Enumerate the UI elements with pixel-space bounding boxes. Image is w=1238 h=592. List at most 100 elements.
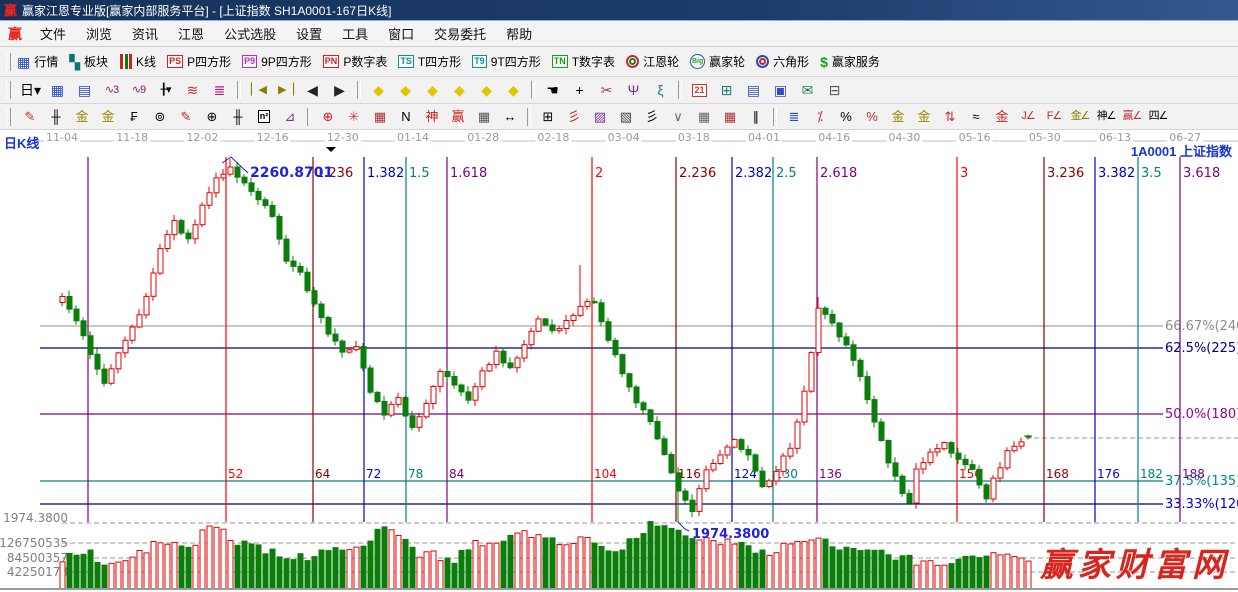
star-grid-tool[interactable]: ✳ — [342, 107, 366, 127]
j-angle-tool[interactable]: J∠ — [1016, 107, 1040, 127]
four-angle-tool[interactable]: 四∠ — [1146, 107, 1170, 127]
gann-arrow-star-button[interactable]: ◆ — [474, 80, 499, 101]
p9-square-button[interactable]: P9 9P四方形 — [242, 53, 312, 70]
pencil-tool[interactable]: ✎ — [18, 107, 42, 127]
menu-item[interactable]: 江恩 — [178, 27, 205, 42]
ticks-tool[interactable]: ╫ — [226, 107, 250, 127]
ratio-lines-tool[interactable]: ≣ — [782, 107, 806, 127]
menu-item[interactable]: 设置 — [296, 27, 323, 42]
t-number-button[interactable]: TN T数字表 — [551, 53, 615, 70]
gann-circle-tool[interactable]: ⊕ — [200, 107, 224, 127]
red-pencil-tool[interactable]: ✎ — [174, 107, 198, 127]
grid-123-tool[interactable]: ▦ — [472, 107, 496, 127]
gann-arrow-lr-button[interactable]: ◆ — [420, 80, 445, 101]
updown-tool[interactable]: ⇅ — [938, 107, 962, 127]
win-angle-tool[interactable]: 赢∠ — [1120, 107, 1144, 127]
kline-button[interactable]: K线 — [119, 53, 156, 70]
menu-item[interactable]: 浏览 — [86, 27, 113, 42]
box-shade-tool[interactable]: ▧ — [614, 107, 638, 127]
prev-button[interactable]: ◀ — [300, 80, 325, 101]
gann-ticks-tool[interactable]: ╫ — [44, 107, 68, 127]
gold-angle-tool[interactable]: 金∠ — [1068, 107, 1092, 127]
info-window-button[interactable]: ▤ — [72, 80, 97, 101]
p-square-button[interactable]: PS P四方形 — [167, 53, 231, 70]
calendar-button[interactable]: 21 — [687, 80, 712, 101]
gann-arrow-all-button[interactable]: ◆ — [501, 80, 526, 101]
percent-line-tool[interactable]: % — [860, 107, 884, 127]
square-grid-tool[interactable]: ▦ — [368, 107, 392, 127]
hand-tool-button[interactable]: ☚ — [540, 80, 565, 101]
t-square-button[interactable]: TS T四方形 — [398, 53, 461, 70]
crosshair-button[interactable]: + — [567, 80, 592, 101]
percent-slash-tool[interactable]: ⁒ — [808, 107, 832, 127]
p-number-button[interactable]: PN P数字表 — [322, 53, 387, 70]
toolbar-drag-handle[interactable] — [6, 107, 11, 126]
fan-red-tool[interactable]: 彡 — [562, 107, 586, 127]
box-purple-tool[interactable]: ▨ — [588, 107, 612, 127]
pattern-brush-button[interactable]: ξ — [648, 80, 673, 101]
gold-ticks2-tool[interactable]: 金 — [96, 107, 120, 127]
last-page-button[interactable]: ▶▕ — [273, 80, 298, 101]
mail-button[interactable]: ✉ — [795, 80, 820, 101]
gann-wheel-button[interactable]: 江恩轮 — [626, 53, 679, 70]
toolbar-drag-handle[interactable] — [6, 52, 11, 71]
gann-arrow-right-button[interactable]: ◆ — [393, 80, 418, 101]
menu-item[interactable]: 窗口 — [388, 27, 415, 42]
indicator-button[interactable]: ≋ — [180, 80, 205, 101]
gold-circle-tool[interactable]: 金 — [886, 107, 910, 127]
menu-item[interactable]: 交易委托 — [434, 27, 487, 42]
menu-item[interactable]: 公式选股 — [224, 27, 277, 42]
fib-ticks-tool[interactable]: ₣ — [122, 107, 146, 127]
grid-red-tool[interactable]: ▦ — [718, 107, 742, 127]
svg-text:124: 124 — [734, 467, 757, 481]
spiral-tool[interactable]: ⊚ — [148, 107, 172, 127]
span-tool[interactable]: ↔ — [498, 107, 522, 127]
calculator-button[interactable]: ⊞ — [714, 80, 739, 101]
grid-tool[interactable]: ▦ — [692, 107, 716, 127]
parallel-tool[interactable]: ∥ — [744, 107, 768, 127]
wave-3-button[interactable]: ∿3 — [99, 80, 124, 101]
wave-band-tool[interactable]: ≈ — [964, 107, 988, 127]
wave-9-button[interactable]: ∿9 — [126, 80, 151, 101]
period-day-button[interactable]: 日▾ — [18, 80, 43, 101]
pattern-window-button[interactable]: ▦ — [45, 80, 70, 101]
angle-flag-tool[interactable]: ⊿ — [278, 107, 302, 127]
gold-line-tool[interactable]: 金 — [912, 107, 936, 127]
winner-wheel-button[interactable]: Big 赢家轮 — [690, 53, 745, 70]
notes-button[interactable]: ▤ — [741, 80, 766, 101]
n2-tool[interactable]: n² — [252, 107, 276, 127]
winner-service-button[interactable]: $ 赢家服务 — [820, 53, 880, 70]
print-button[interactable]: ⊟ — [822, 80, 847, 101]
win-tool[interactable]: 赢 — [446, 107, 470, 127]
gold-red-tool[interactable]: 金 — [990, 107, 1014, 127]
menu-item[interactable]: 工具 — [342, 27, 369, 42]
box-gann-tool[interactable]: ⊞ — [536, 107, 560, 127]
menu-item[interactable]: 文件 — [40, 27, 67, 42]
chart-canvas[interactable]: 11-04 11-18 12-02 12-16 12-30 01-14 01-28 02-18… — [0, 130, 1238, 592]
menu-item[interactable]: 帮助 — [506, 27, 533, 42]
gann-arrow-cross-button[interactable]: ◆ — [447, 80, 472, 101]
measure-button[interactable]: ✂ — [594, 80, 619, 101]
candle-style-button[interactable]: ╂▾ — [153, 80, 178, 101]
gann-arrow-left-button[interactable]: ◆ — [366, 80, 391, 101]
next-button[interactable]: ▶ — [327, 80, 352, 101]
gold-ticks-tool[interactable]: 金 — [70, 107, 94, 127]
first-page-button[interactable]: ▏◀ — [246, 80, 271, 101]
god-tool[interactable]: 神 — [420, 107, 444, 127]
t9-square-button[interactable]: T9 9T四方形 — [472, 53, 541, 70]
quotes-button[interactable]: ▦ 行情 — [17, 53, 58, 70]
sectors-button[interactable]: ▚ 板块 — [69, 53, 108, 70]
god-angle-tool[interactable]: 神∠ — [1094, 107, 1118, 127]
swing-tool[interactable]: N — [394, 107, 418, 127]
circle-cross-tool[interactable]: ⊕ — [316, 107, 340, 127]
zigzag-tool[interactable]: ∨ — [666, 107, 690, 127]
brush-button[interactable]: Ψ — [621, 80, 646, 101]
f-angle-tool[interactable]: F∠ — [1042, 107, 1066, 127]
save-button[interactable]: ▣ — [768, 80, 793, 101]
hexagon-button[interactable]: 六角形 — [756, 53, 809, 70]
volume-profile-button[interactable]: ≣ — [207, 80, 232, 101]
fan-tool[interactable]: 彡 — [640, 107, 664, 127]
menu-item[interactable]: 资讯 — [132, 27, 159, 42]
percent-tool[interactable]: % — [834, 107, 858, 127]
toolbar-drag-handle[interactable] — [6, 81, 11, 99]
